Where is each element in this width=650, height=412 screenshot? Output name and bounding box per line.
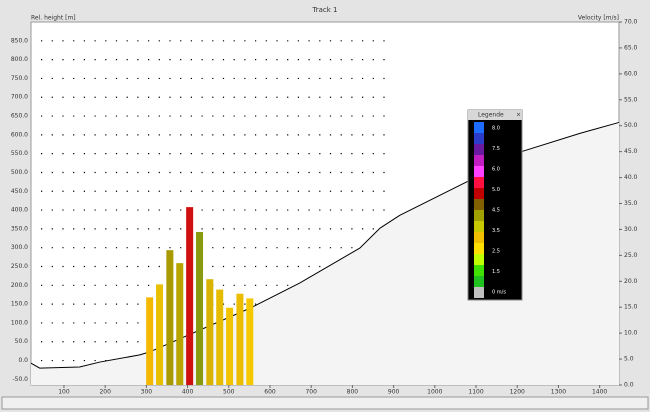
y2-tick-label: 15.0 — [624, 304, 638, 311]
y-tick-label: 850.0 — [11, 37, 28, 44]
y-tick-label: 450.0 — [11, 188, 28, 195]
legend-swatch — [474, 177, 484, 188]
bar — [226, 307, 234, 385]
legend-label: 4.5 — [492, 208, 500, 214]
bar — [166, 250, 174, 385]
x-tick-label: 100 — [58, 389, 70, 396]
y-axis-label: Rel. height [m] — [31, 15, 76, 22]
legend-swatch — [474, 166, 484, 177]
y-tick-label: 550.0 — [11, 150, 28, 157]
y2-tick-label: 60.0 — [624, 70, 638, 77]
x-tick-label: 1400 — [592, 389, 607, 396]
legend-titlebar — [468, 110, 522, 120]
bar — [146, 297, 154, 385]
legend-swatch — [474, 243, 484, 254]
y2-tick-label: 0.0 — [624, 382, 634, 389]
y2-tick-label: 25.0 — [624, 252, 638, 259]
legend-swatch — [474, 133, 484, 144]
chart-title: Track 1 — [312, 6, 338, 14]
legend-label: 8.0 — [492, 126, 500, 132]
y2-tick-label: 20.0 — [624, 278, 638, 285]
legend-title: Legende — [478, 112, 504, 119]
y-tick-label: -50.0 — [12, 376, 28, 383]
x-tick-label: 900 — [388, 389, 400, 396]
x-tick-label: 600 — [264, 389, 276, 396]
bar — [236, 293, 244, 385]
legend-label: 3.5 — [492, 228, 500, 234]
y-tick-label: 400.0 — [11, 207, 28, 214]
y2-tick-label: 30.0 — [624, 226, 638, 233]
y-tick-label: 650.0 — [11, 113, 28, 120]
legend-swatch — [474, 188, 484, 199]
y2-tick-label: 35.0 — [624, 200, 638, 207]
bar — [196, 232, 204, 385]
y2-tick-label: 5.0 — [624, 356, 634, 363]
legend-label: 2.5 — [492, 249, 500, 255]
y2-tick-label: 70.0 — [624, 19, 638, 26]
bar — [206, 279, 214, 385]
x-tick-label: 500 — [223, 389, 235, 396]
y-tick-label: 600.0 — [11, 131, 28, 138]
legend-label: 1.5 — [492, 269, 500, 275]
legend-swatch — [474, 265, 484, 276]
y2-tick-label: 55.0 — [624, 96, 638, 103]
y-tick-label: 800.0 — [11, 56, 28, 63]
y-tick-label: 50.0 — [15, 338, 29, 345]
legend-swatch — [474, 199, 484, 210]
x-tick-label: 400 — [182, 389, 194, 396]
legend-swatch — [474, 155, 484, 166]
x-tick-label: 1000 — [427, 389, 442, 396]
legend-swatch — [474, 254, 484, 265]
status-bar — [1, 396, 649, 410]
legend-close[interactable]: × — [516, 112, 521, 119]
x-tick-label: 700 — [305, 389, 317, 396]
bar — [246, 298, 254, 385]
y2-axis-label: Velocity [m/s] — [578, 15, 619, 22]
y-tick-label: 750.0 — [11, 75, 28, 82]
y2-tick-label: 65.0 — [624, 44, 638, 51]
y2-tick-label: 45.0 — [624, 148, 638, 155]
legend-swatch — [474, 232, 484, 243]
y-tick-label: 200.0 — [11, 282, 28, 289]
x-tick-label: 200 — [99, 389, 111, 396]
x-tick-label: 1100 — [468, 389, 483, 396]
y-tick-label: 700.0 — [11, 94, 28, 101]
legend-label: 5.0 — [492, 187, 500, 193]
y2-tick-label: 10.0 — [624, 330, 638, 337]
x-tick-label: 300 — [141, 389, 153, 396]
y-tick-label: 500.0 — [11, 169, 28, 176]
bar — [156, 284, 164, 385]
legend-swatch — [474, 221, 484, 232]
bar — [186, 207, 194, 385]
y-tick-label: 250.0 — [11, 263, 28, 270]
x-tick-label: 1300 — [551, 389, 566, 396]
y-tick-label: 150.0 — [11, 301, 28, 308]
legend-label: 6.0 — [492, 167, 500, 173]
legend-swatch — [474, 144, 484, 155]
y-tick-label: 300.0 — [11, 244, 28, 251]
y2-tick-label: 40.0 — [624, 174, 638, 181]
bar — [176, 263, 184, 385]
y-tick-label: 350.0 — [11, 225, 28, 232]
legend-swatch — [474, 122, 484, 133]
x-tick-label: 1200 — [510, 389, 525, 396]
y2-tick-label: 50.0 — [624, 122, 638, 129]
y-tick-label: 0.0 — [18, 357, 28, 364]
legend-label: 7.5 — [492, 146, 500, 152]
legend-swatch — [474, 276, 484, 287]
legend-swatch — [474, 210, 484, 221]
bar — [216, 289, 224, 385]
legend-swatch — [474, 287, 484, 298]
y-tick-label: 100.0 — [11, 319, 28, 326]
legend-label: 0 m/s — [492, 290, 506, 296]
x-tick-label: 800 — [347, 389, 359, 396]
